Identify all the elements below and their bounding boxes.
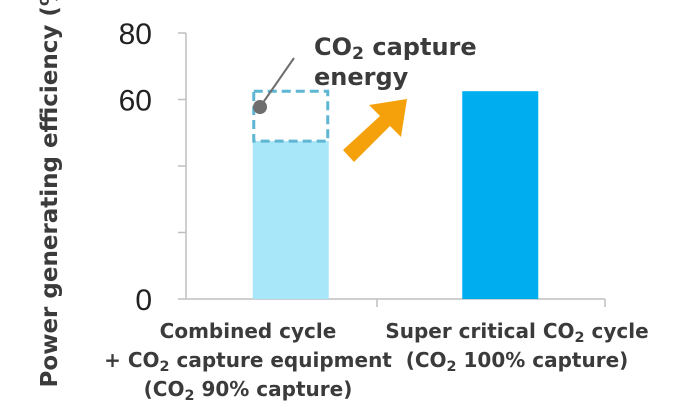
improvement-arrow — [343, 99, 407, 162]
bar — [462, 91, 539, 299]
y-axis-label: Power generating efficiency (%) — [37, 0, 63, 387]
y-ticks: 0 60 80 — [119, 18, 186, 317]
annotation-label: CO2 capture — [314, 33, 477, 64]
bar — [252, 141, 329, 299]
annotation-pointer-dot — [253, 100, 267, 114]
capture-energy-box — [252, 89, 330, 143]
bars — [252, 89, 539, 299]
y-tick-label: 80 — [119, 18, 152, 51]
annotation-pointer — [259, 57, 295, 108]
x-tick-label: (CO2 90% capture) — [144, 377, 353, 404]
x-tick-label: Combined cycle — [160, 319, 337, 343]
x-tick-label: Super critical CO2 cycle — [385, 319, 648, 346]
x-tick-label: (CO2 100% capture) — [406, 348, 629, 375]
y-tick-label: 60 — [119, 85, 152, 118]
x-tick-label: + CO2 capture equipment — [104, 348, 392, 375]
annotation-label: energy — [314, 63, 409, 91]
y-tick-label: 0 — [135, 284, 152, 317]
x-tick-labels: Combined cycle+ CO2 capture equipment(CO… — [104, 319, 649, 404]
